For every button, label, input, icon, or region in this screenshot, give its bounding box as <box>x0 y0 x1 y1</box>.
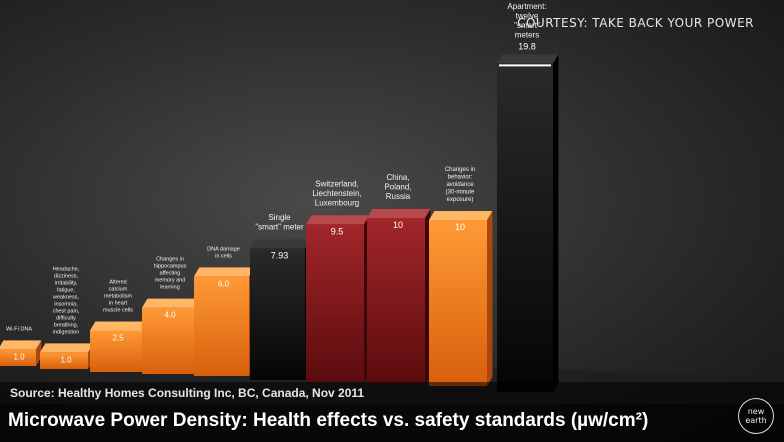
bar-3: 4.0 Changes in hippocampus affecting memory … <box>142 257 200 374</box>
bar-front-9 <box>497 63 553 392</box>
bar-category-label-1: Headache, dizziness, irritability, fatigue,… <box>52 266 80 335</box>
bar-1: 1.0 Headache, dizziness, irritability, fatig… <box>40 266 94 369</box>
source-text: Source: Healthy Homes Consulting Inc, BC… <box>10 386 365 400</box>
bar-category-label-8: Changes in behavior: avoidance (30-minute ex… <box>445 167 475 203</box>
bar-5: 7.93 Single "smart" meter <box>250 213 311 380</box>
bar-top-7 <box>367 209 431 218</box>
bar-top-6 <box>306 215 370 225</box>
bar-category-label-3: Changes in hippocampus affecting memory and… <box>154 257 187 291</box>
bar-value-label-5: 7.93 <box>271 250 289 260</box>
bar-value-label-8: 10 <box>455 222 465 232</box>
bar-side-9 <box>553 54 559 392</box>
source-bar <box>0 382 784 404</box>
bar-6: 9.5 Switzerland, Liechtenstein, Luxembourg <box>306 179 370 382</box>
bar-value-label-2: 2.5 <box>112 334 124 343</box>
bar-front-2 <box>90 330 142 372</box>
bar-front-6 <box>306 224 364 382</box>
bar-7: 10 China, Poland, Russia <box>367 173 431 384</box>
courtesy-label: COURTESY: TAKE BACK YOUR POWER <box>517 16 754 30</box>
bar-category-label-2: Altered calcium metabolism in heart muscle c… <box>103 280 133 314</box>
bar-top-8 <box>429 211 493 220</box>
bar-top-4 <box>194 267 255 277</box>
chart-title: Microwave Power Density: Health effects … <box>8 410 649 431</box>
bar-front-4 <box>194 276 249 376</box>
bar-value-label-7: 10 <box>393 220 403 230</box>
title-bar <box>0 404 784 442</box>
bar-top-5 <box>250 239 311 249</box>
bar-category-label-7: China, Poland, Russia <box>384 173 411 201</box>
bar-top-0 <box>0 340 42 350</box>
bar-front-7 <box>367 218 425 384</box>
bar-value-label-9: 19.8 <box>518 41 536 51</box>
bar-top-1 <box>40 343 94 353</box>
bar-front-1 <box>40 352 88 369</box>
bar-value-label-1: 1.0 <box>60 355 72 364</box>
bar-front-0 <box>0 349 36 366</box>
bar-2: 2.5 Altered calcium metabolism in heart muscl… <box>90 280 148 372</box>
bar-category-label-6: Switzerland, Liechtenstein, Luxembourg <box>312 179 361 207</box>
bar-top-2 <box>90 321 148 331</box>
bar-top-9 <box>497 54 559 64</box>
bar-value-label-0: 1.0 <box>13 352 25 361</box>
bar-side-0 <box>36 340 42 366</box>
bar-value-label-4: 6.0 <box>218 279 230 288</box>
bar-4: 6.0 DNA damage in cells <box>194 246 255 376</box>
bar-front-8 <box>429 220 487 386</box>
bar-category-label-9: Apartment: twelve "smart" meters <box>507 2 546 40</box>
bar-front-5 <box>250 248 305 380</box>
bar-category-label-4: DNA damage in cells <box>207 246 240 259</box>
bar-value-label-3: 4.0 <box>164 311 176 320</box>
bar-0: 1.0 Wi-Fi DNA <box>0 326 42 366</box>
new-earth-logo: new earth <box>738 398 774 434</box>
bar-category-label-0: Wi-Fi DNA <box>6 326 32 332</box>
bar-category-label-5: Single "smart" meter <box>255 213 304 232</box>
bar-side-8 <box>487 211 493 386</box>
bar-front-3 <box>142 307 194 374</box>
bar-8: 10 Changes in behavior: avoidance (30-minute… <box>429 167 493 386</box>
bar-value-label-6: 9.5 <box>331 226 344 236</box>
bar-top-3 <box>142 298 200 308</box>
